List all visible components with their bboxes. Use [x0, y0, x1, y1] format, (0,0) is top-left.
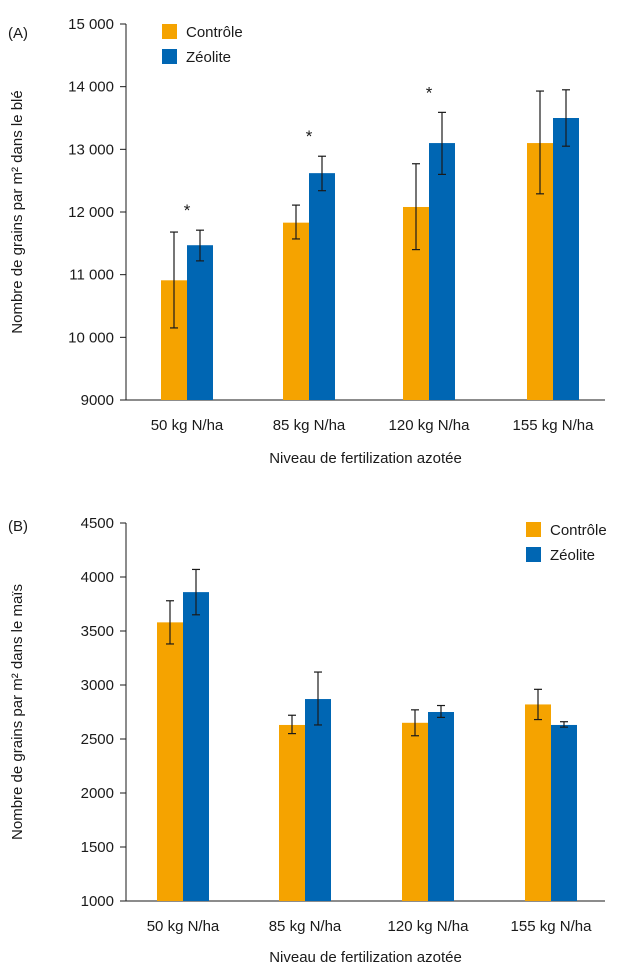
- legend-label: Contrôle: [186, 24, 243, 41]
- x-tick-label: 50 kg N/ha: [151, 417, 224, 434]
- legend-swatch: [526, 522, 541, 537]
- y-tick-label: 12 000: [68, 204, 114, 221]
- legend-label: Zéolite: [186, 49, 231, 66]
- y-tick-label: 13 000: [68, 141, 114, 158]
- y-tick-label: 10 000: [68, 329, 114, 346]
- y-tick-label: 4500: [81, 515, 114, 532]
- bar-zeolite: [187, 245, 213, 400]
- bar-controle: [283, 222, 309, 400]
- y-tick-label: 15 000: [68, 16, 114, 33]
- y-tick-label: 2500: [81, 731, 114, 748]
- significance-marker: *: [306, 127, 313, 146]
- significance-marker: *: [426, 83, 433, 102]
- chart-panel-a: 9000 10 000 11 000 12 000 13 000 14 000 15 000…: [8, 16, 605, 467]
- x-tick-label: 50 kg N/ha: [147, 918, 220, 935]
- x-axis-title: Niveau de fertilization azotée: [269, 450, 462, 467]
- panel-label: (B): [8, 518, 28, 535]
- y-tick-label: 2000: [81, 785, 114, 802]
- bar-controle: [402, 722, 428, 901]
- bar-zeolite: [551, 724, 577, 901]
- y-tick-label: 1500: [81, 839, 114, 856]
- y-tick-label: 3000: [81, 677, 114, 694]
- x-tick-label: 85 kg N/ha: [269, 918, 342, 935]
- legend-swatch: [162, 24, 177, 39]
- bar-controle: [279, 724, 305, 901]
- y-tick-label: 9000: [81, 392, 114, 409]
- bar-zeolite: [429, 143, 455, 401]
- bar-controle: [157, 622, 183, 901]
- bar-controle: [525, 704, 551, 901]
- x-tick-label: 120 kg N/ha: [388, 918, 470, 935]
- y-tick-label: 4000: [81, 569, 114, 586]
- legend-swatch: [526, 547, 541, 562]
- legend-label: Zéolite: [550, 547, 595, 564]
- y-tick-label: 3500: [81, 623, 114, 640]
- x-axis-title: Niveau de fertilization azotée: [269, 949, 462, 966]
- bar-zeolite: [309, 173, 335, 400]
- y-tick-label: 11 000: [69, 267, 114, 284]
- y-axis-title: Nombre de grains par m² dans le maïs: [9, 584, 26, 840]
- x-tick-label: 85 kg N/ha: [273, 417, 346, 434]
- chart-panel-b: 1000 1500 2000 2500 3000 3500 4000 4500 50 kg N/…: [8, 515, 607, 966]
- x-tick-label: 155 kg N/ha: [511, 918, 593, 935]
- bar-zeolite: [305, 699, 331, 901]
- legend-label: Contrôle: [550, 522, 607, 539]
- panel-label: (A): [8, 25, 28, 42]
- bar-zeolite: [553, 118, 579, 400]
- y-tick-label: 1000: [81, 893, 114, 910]
- y-tick-label: 14 000: [68, 79, 114, 96]
- x-tick-label: 120 kg N/ha: [389, 417, 471, 434]
- significance-marker: *: [184, 201, 191, 220]
- x-tick-label: 155 kg N/ha: [513, 417, 595, 434]
- y-axis-title: Nombre de grains par m² dans le blé: [9, 90, 26, 333]
- bar-zeolite: [428, 712, 454, 901]
- bar-zeolite: [183, 592, 209, 901]
- legend-swatch: [162, 49, 177, 64]
